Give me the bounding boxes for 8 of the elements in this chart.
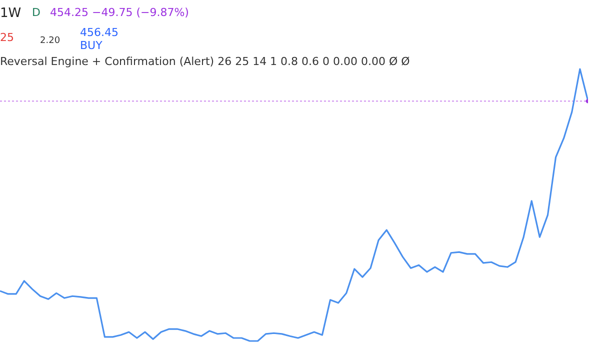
chart-title: 1W xyxy=(0,6,22,21)
text: D xyxy=(32,6,40,19)
text: 456.45 xyxy=(80,26,118,39)
text: 2.20 xyxy=(40,36,60,46)
text: 454.25 −49.75 (−9.87%) xyxy=(50,6,189,19)
text: BUY xyxy=(80,39,103,52)
text: Reversal Engine + Confirmation (Alert) 26 25 14 1 0.8 0.6 0 0.00 0.00 Ø Ø xyxy=(0,55,410,68)
text: 25 xyxy=(0,31,14,44)
